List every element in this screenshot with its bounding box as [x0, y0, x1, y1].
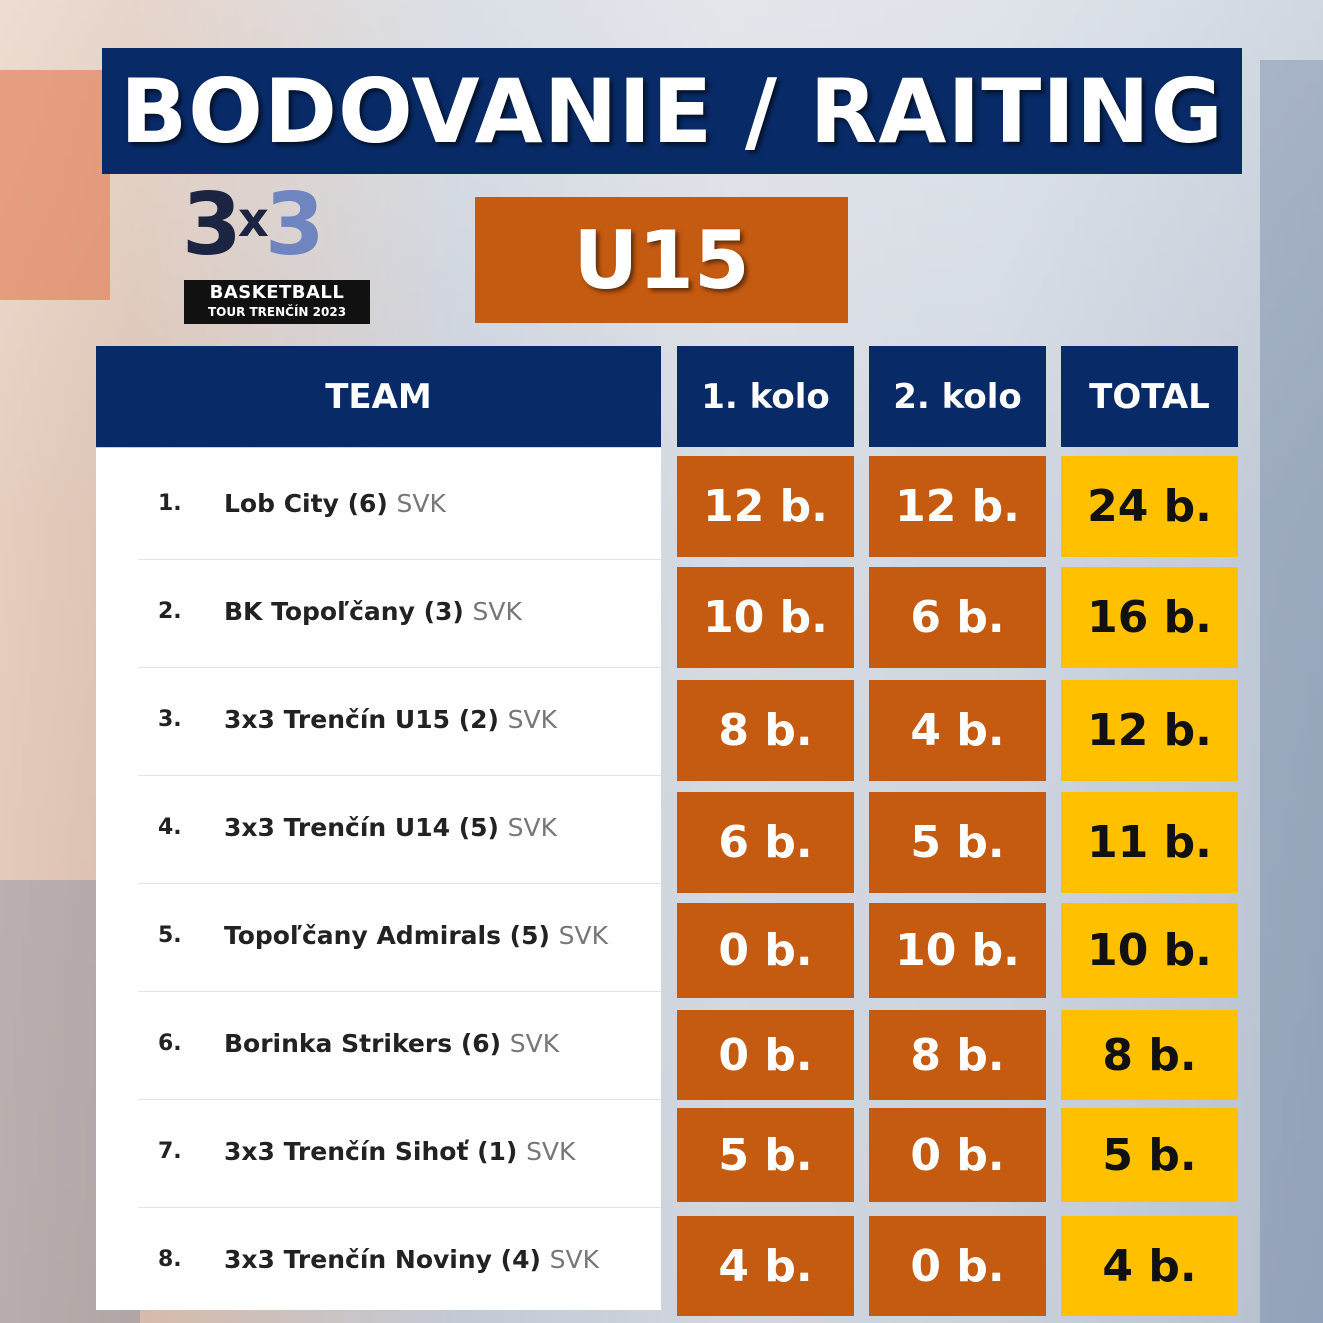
- score-round2: 12 b.: [869, 456, 1046, 557]
- score-round2: 5 b.: [869, 792, 1046, 893]
- row-divider: [138, 667, 661, 668]
- logo-mark-x: x: [237, 192, 269, 248]
- team-seed: (4): [500, 1245, 550, 1274]
- team-name: Topoľčany Admirals (5) SVK: [224, 880, 608, 992]
- score-round2: 10 b.: [869, 903, 1046, 998]
- team-rank: 2.: [158, 599, 182, 624]
- team-name-text: 3x3 Trenčín U15: [224, 705, 459, 734]
- team-list: 1. Lob City (6) SVK 2. BK Topoľčany (3) SVK…: [96, 448, 661, 1310]
- score-round2: 0 b.: [869, 1108, 1046, 1202]
- tour-logo: 3x3 BASKETBALL TOUR TRENČÍN 2023: [182, 182, 372, 327]
- team-name: BK Topoľčany (3) SVK: [224, 556, 522, 668]
- table-row: 6. Borinka Strikers (6) SVK: [96, 988, 661, 1100]
- team-name-text: 3x3 Trenčín Sihoť: [224, 1137, 478, 1166]
- team-name-text: Lob City: [224, 489, 348, 518]
- logo-3x3-mark: 3x3: [182, 182, 325, 268]
- background-orange-panel: [0, 70, 110, 300]
- score-round2: 8 b.: [869, 1010, 1046, 1100]
- table-row: 4. 3x3 Trenčín U14 (5) SVK: [96, 772, 661, 884]
- team-country: SVK: [507, 813, 558, 842]
- row-divider: [138, 775, 661, 776]
- team-rank: 5.: [158, 923, 182, 948]
- logo-mark-right: 3: [264, 175, 325, 275]
- team-name: 3x3 Trenčín U15 (2) SVK: [224, 664, 557, 776]
- team-name: Borinka Strikers (6) SVK: [224, 988, 559, 1100]
- header-team: TEAM: [96, 346, 661, 447]
- team-rank: 8.: [158, 1247, 182, 1272]
- team-name-text: 3x3 Trenčín U14: [224, 813, 459, 842]
- team-name-text: Borinka Strikers: [224, 1029, 461, 1058]
- team-rank: 1.: [158, 491, 182, 516]
- row-divider: [138, 883, 661, 884]
- team-name: 3x3 Trenčín Noviny (4) SVK: [224, 1204, 599, 1316]
- team-seed: (5): [458, 813, 508, 842]
- team-seed: (2): [458, 705, 508, 734]
- team-seed: (6): [460, 1029, 510, 1058]
- logo-line2: TOUR TRENČÍN 2023: [207, 305, 347, 319]
- team-country: SVK: [396, 489, 446, 518]
- score-total: 8 b.: [1061, 1010, 1238, 1100]
- score-total: 16 b.: [1061, 567, 1238, 668]
- score-total: 10 b.: [1061, 903, 1238, 998]
- team-name: 3x3 Trenčín U14 (5) SVK: [224, 772, 557, 884]
- team-seed: (1): [477, 1137, 527, 1166]
- score-total: 4 b.: [1061, 1216, 1238, 1316]
- score-round1: 10 b.: [677, 567, 854, 668]
- score-round1: 12 b.: [677, 456, 854, 557]
- score-round1: 0 b.: [677, 1010, 854, 1100]
- score-round1: 4 b.: [677, 1216, 854, 1316]
- team-seed: (5): [509, 921, 559, 950]
- score-total: 12 b.: [1061, 680, 1238, 781]
- team-country: SVK: [472, 597, 522, 626]
- score-total: 5 b.: [1061, 1108, 1238, 1202]
- table-row: 3. 3x3 Trenčín U15 (2) SVK: [96, 664, 661, 776]
- team-name-text: 3x3 Trenčín Noviny: [224, 1245, 501, 1274]
- row-divider: [138, 559, 661, 560]
- logo-band: BASKETBALL TOUR TRENČÍN 2023: [184, 280, 370, 324]
- score-round2: 0 b.: [869, 1216, 1046, 1316]
- team-rank: 3.: [158, 707, 182, 732]
- team-seed: (3): [423, 597, 473, 626]
- score-round1: 6 b.: [677, 792, 854, 893]
- team-name-text: BK Topoľčany: [224, 597, 424, 626]
- score-round1: 8 b.: [677, 680, 854, 781]
- background-blue-panel: [1260, 60, 1323, 1323]
- team-rank: 4.: [158, 815, 182, 840]
- score-round2: 6 b.: [869, 567, 1046, 668]
- table-row: 1. Lob City (6) SVK: [96, 448, 661, 560]
- team-seed: (6): [347, 489, 397, 518]
- score-round1: 5 b.: [677, 1108, 854, 1202]
- team-name-text: Topoľčany Admirals: [224, 921, 510, 950]
- row-divider: [138, 991, 661, 992]
- team-country: SVK: [549, 1245, 599, 1274]
- team-name: 3x3 Trenčín Sihoť (1) SVK: [224, 1096, 575, 1208]
- page-title: BODOVANIE / RAITING: [120, 59, 1224, 163]
- title-banner: BODOVANIE / RAITING: [102, 48, 1242, 174]
- header-round1: 1. kolo: [677, 346, 854, 447]
- logo-mark-left: 3: [182, 175, 242, 275]
- category-label: U15: [573, 213, 750, 307]
- score-total: 24 b.: [1061, 456, 1238, 557]
- table-row: 8. 3x3 Trenčín Noviny (4) SVK: [96, 1204, 661, 1316]
- header-total: TOTAL: [1061, 346, 1238, 447]
- category-badge: U15: [475, 197, 848, 323]
- team-country: SVK: [558, 921, 608, 950]
- team-country: SVK: [509, 1029, 560, 1058]
- logo-line1: BASKETBALL: [209, 282, 345, 303]
- score-round2: 4 b.: [869, 680, 1046, 781]
- row-divider: [138, 1099, 661, 1100]
- team-country: SVK: [526, 1137, 576, 1166]
- team-name: Lob City (6) SVK: [224, 448, 446, 560]
- team-rank: 7.: [158, 1139, 182, 1164]
- team-rank: 6.: [158, 1031, 182, 1056]
- score-total: 11 b.: [1061, 792, 1238, 893]
- table-row: 2. BK Topoľčany (3) SVK: [96, 556, 661, 668]
- score-round1: 0 b.: [677, 903, 854, 998]
- header-round2: 2. kolo: [869, 346, 1046, 447]
- team-country: SVK: [507, 705, 558, 734]
- table-row: 5. Topoľčany Admirals (5) SVK: [96, 880, 661, 992]
- row-divider: [138, 1207, 661, 1208]
- table-row: 7. 3x3 Trenčín Sihoť (1) SVK: [96, 1096, 661, 1208]
